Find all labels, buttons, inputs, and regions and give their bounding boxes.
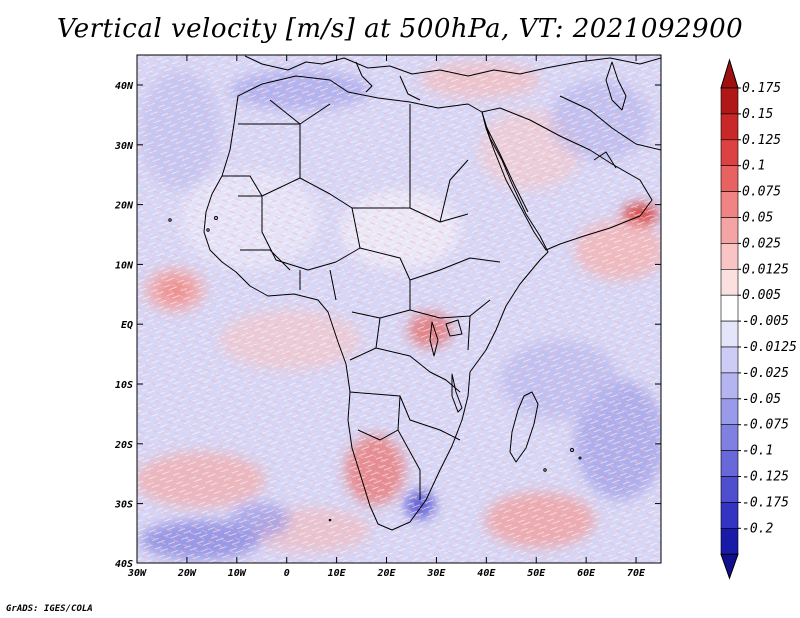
colorbar-label: 0.15 <box>742 107 773 122</box>
colorbar-swatch <box>720 268 739 296</box>
map-frame <box>136 54 662 564</box>
lat-tick-label: 10S <box>115 380 133 391</box>
colorbar-label: 0.0125 <box>742 262 789 277</box>
lat-tick-label: EQ <box>121 320 133 331</box>
colorbar-swatch <box>720 372 739 400</box>
colorbar-label: 0.125 <box>742 133 781 148</box>
lon-tick-label: 70E <box>627 568 646 579</box>
map-axes: 30W 20W 10W 0 10E 20E 30E 40E 50E 60E 70E 40N 30N 20N… <box>114 55 661 579</box>
colorbar-swatch <box>720 294 739 322</box>
coastlines <box>168 55 661 531</box>
lon-tick-label: 0 <box>284 568 290 579</box>
lon-tick-label: 50E <box>527 568 546 579</box>
colorbar-top-arrow <box>720 58 739 89</box>
colorbar-label: -0.125 <box>742 470 789 485</box>
figure-title: Vertical velocity [m/s] at 500hPa, VT: 2… <box>56 14 744 44</box>
colorbar-bottom-arrow <box>720 553 739 580</box>
colorbar-label: 0.075 <box>742 185 781 200</box>
colorbar-swatch <box>720 320 739 348</box>
grads-credit: GrADS: IGES/COLA <box>6 604 93 614</box>
lon-tick-label: 20E <box>376 568 396 579</box>
colorbar-swatch <box>720 424 739 451</box>
lon-tick-label: 30E <box>426 568 446 579</box>
lat-tick-label: 30N <box>114 141 134 152</box>
colorbar-swatch <box>720 527 739 555</box>
lat-tick-label: 40S <box>115 559 133 570</box>
colorbar-label: -0.2 <box>742 521 773 536</box>
colorbar-swatch <box>720 139 739 167</box>
colorbar-label: -0.075 <box>742 418 789 433</box>
colorbar-label: 0.005 <box>742 288 781 303</box>
colorbar-swatch <box>720 217 739 244</box>
lon-tick-label: 40E <box>477 568 496 579</box>
colorbar-swatch <box>720 165 739 192</box>
colorbar-label: -0.025 <box>742 366 789 381</box>
colorbar-swatch <box>720 346 739 374</box>
colorbar-label: 0.1 <box>742 159 765 174</box>
colorbar-swatch <box>720 243 739 270</box>
velocity-field <box>137 55 661 563</box>
colorbar-swatch <box>720 191 739 218</box>
lon-tick-label: 10W <box>228 568 247 579</box>
colorbar-swatch <box>720 398 739 425</box>
lon-tick-label: 10E <box>328 568 347 579</box>
colorbar-label: -0.175 <box>742 495 789 510</box>
lon-tick-label: 30W <box>127 568 147 579</box>
lat-tick-label: 40N <box>115 81 134 92</box>
lat-tick-label: 10N <box>115 260 134 271</box>
colorbar-label: -0.0125 <box>742 340 797 355</box>
colorbar: 0.175 0.15 0.125 0.1 0.075 0.05 0.025 0.0125 0.0… <box>720 58 797 580</box>
colorbar-label: -0.005 <box>742 314 789 329</box>
lat-tick-label: 20N <box>114 201 134 212</box>
colorbar-swatch <box>720 476 739 503</box>
lon-tick-label: 20W <box>177 568 197 579</box>
colorbar-label: -0.1 <box>742 444 773 459</box>
colorbar-label: 0.025 <box>742 236 781 251</box>
lon-tick-label: 60E <box>577 568 596 579</box>
colorbar-label: 0.175 <box>742 81 781 96</box>
colorbar-swatch <box>720 502 739 529</box>
colorbar-swatch <box>720 450 739 477</box>
lat-tick-label: 20S <box>114 440 133 451</box>
lat-tick-label: 30S <box>114 500 133 511</box>
colorbar-label: 0.05 <box>742 211 773 226</box>
colorbar-label: -0.05 <box>742 392 781 407</box>
colorbar-swatch <box>720 87 739 115</box>
colorbar-swatch <box>720 113 739 141</box>
